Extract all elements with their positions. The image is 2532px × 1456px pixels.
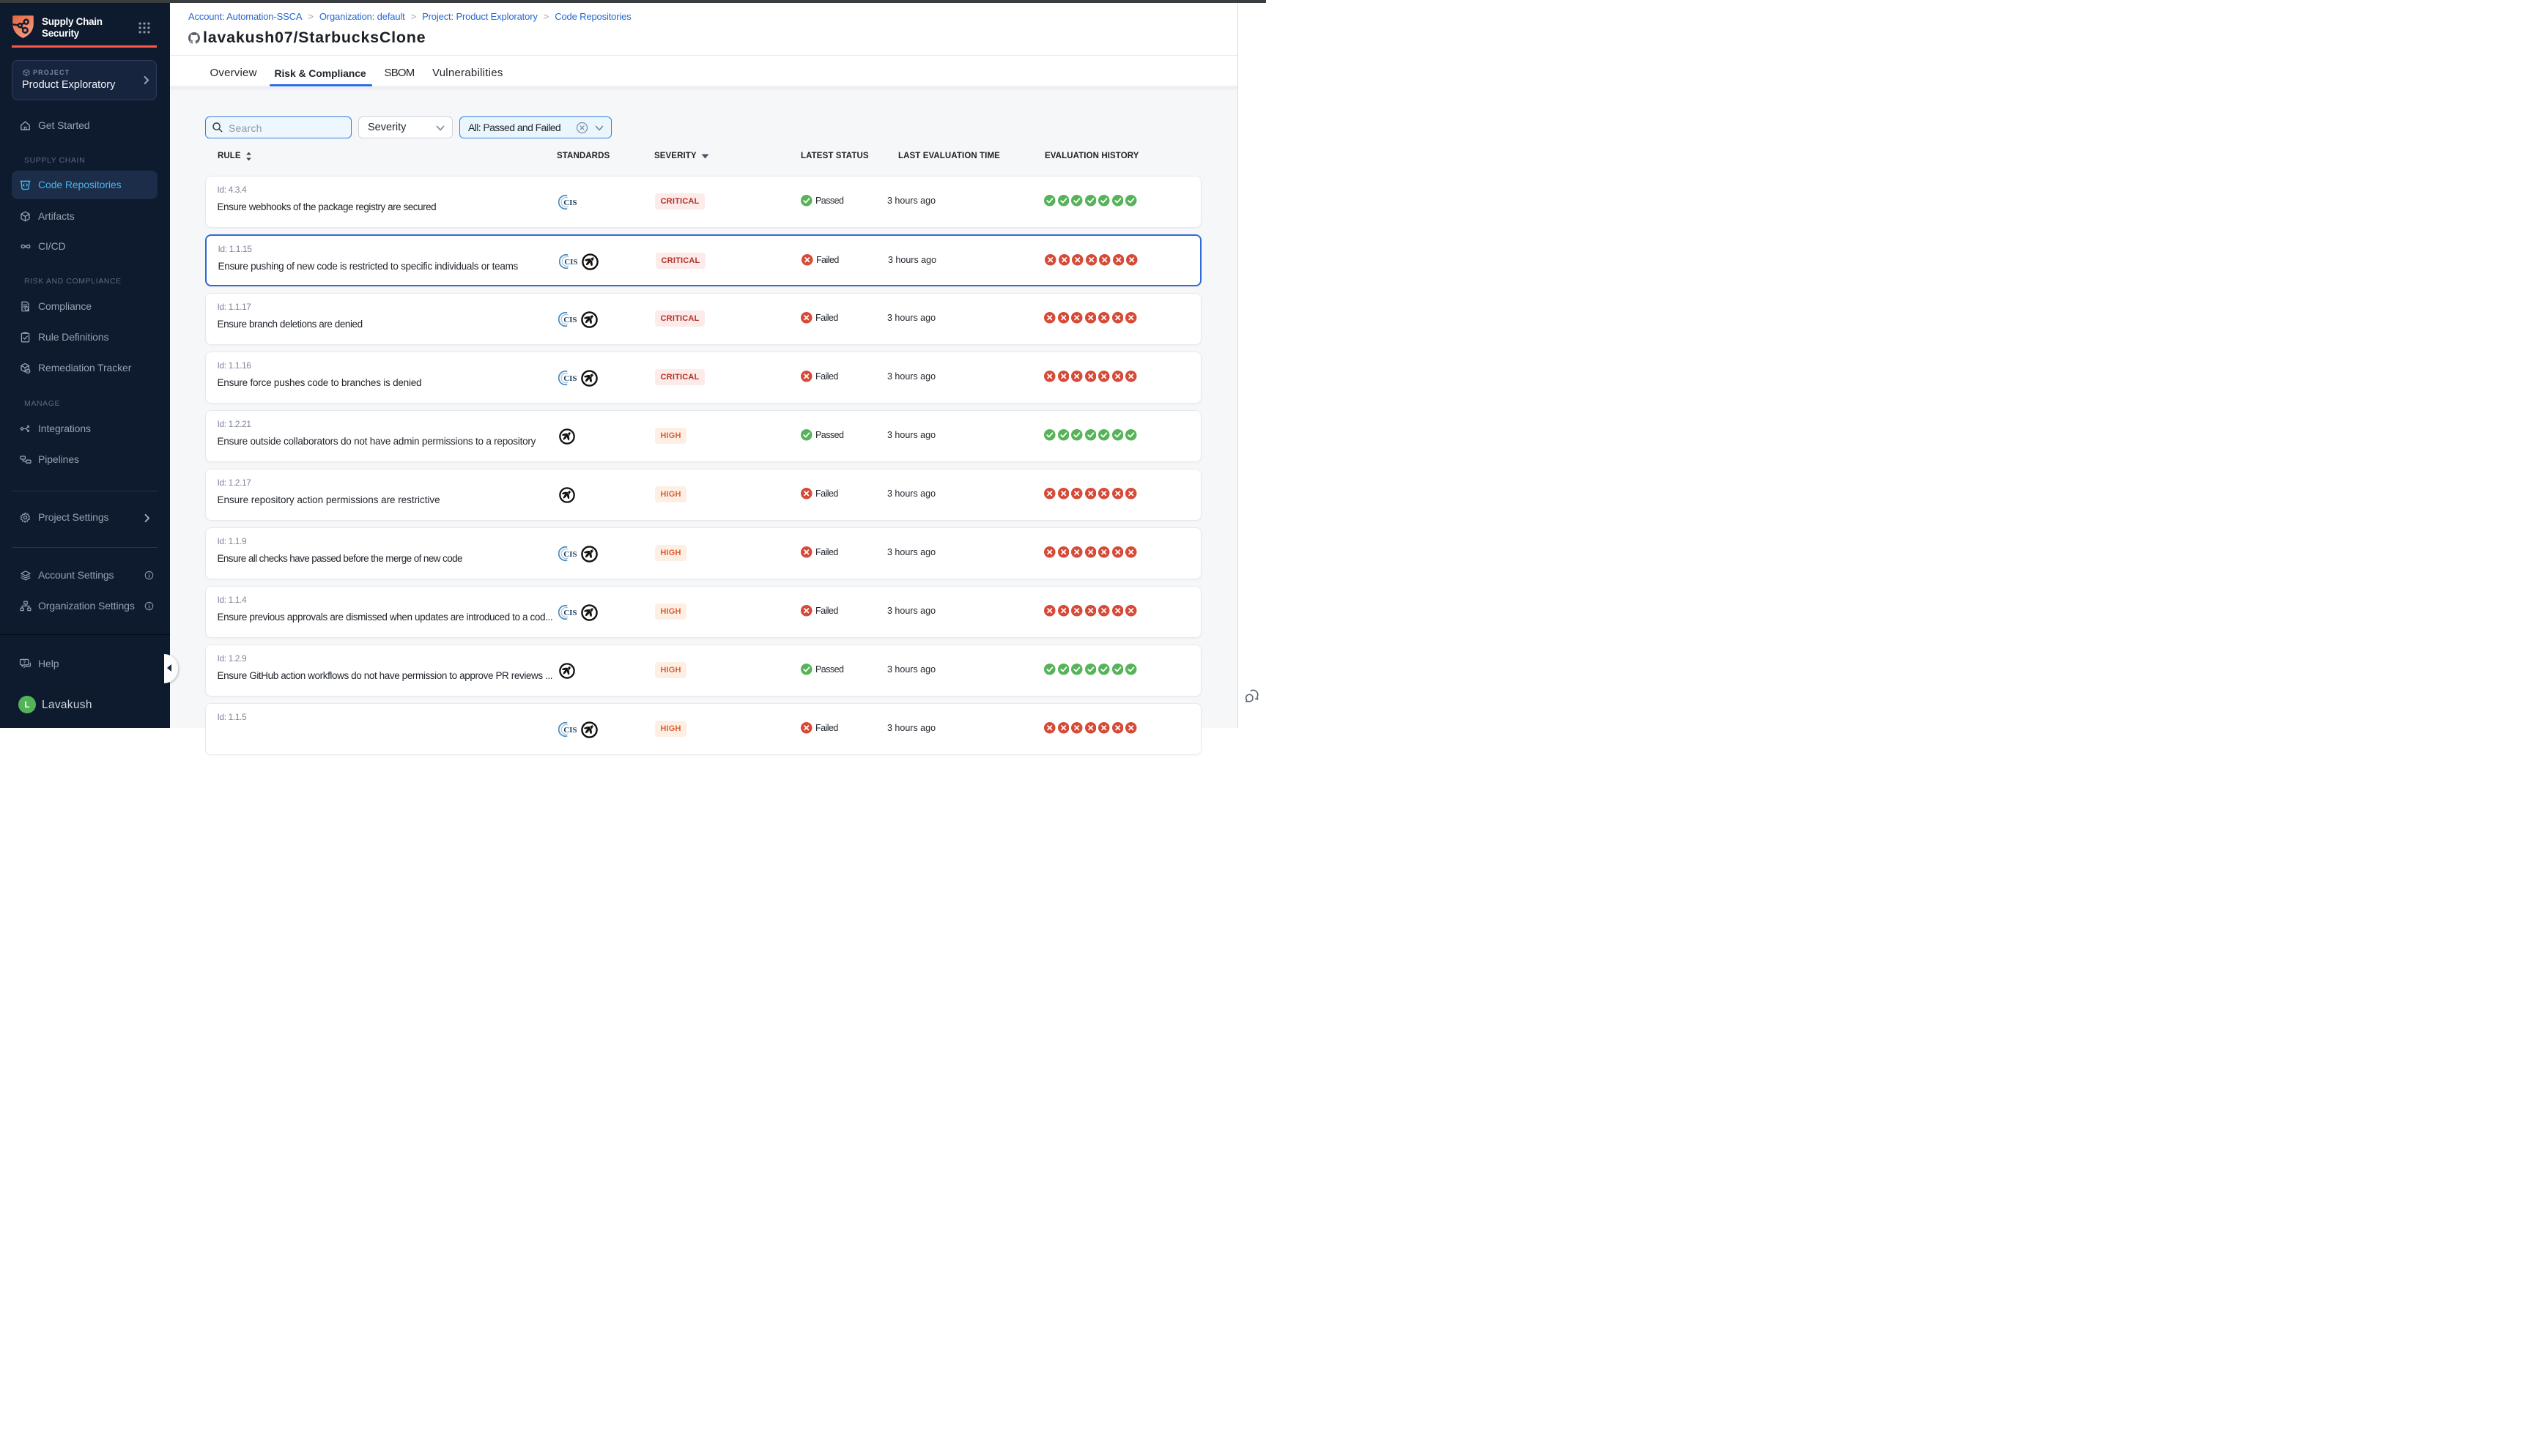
svg-text:CIS: CIS <box>563 549 577 558</box>
svg-text:CIS: CIS <box>563 608 577 617</box>
svg-text:CIS: CIS <box>563 198 577 207</box>
svg-text:CIS: CIS <box>563 374 577 382</box>
svg-text:CIS: CIS <box>563 725 577 734</box>
svg-text:?: ? <box>23 661 26 666</box>
svg-text:CIS: CIS <box>564 257 577 266</box>
svg-text:CIS: CIS <box>563 315 577 324</box>
